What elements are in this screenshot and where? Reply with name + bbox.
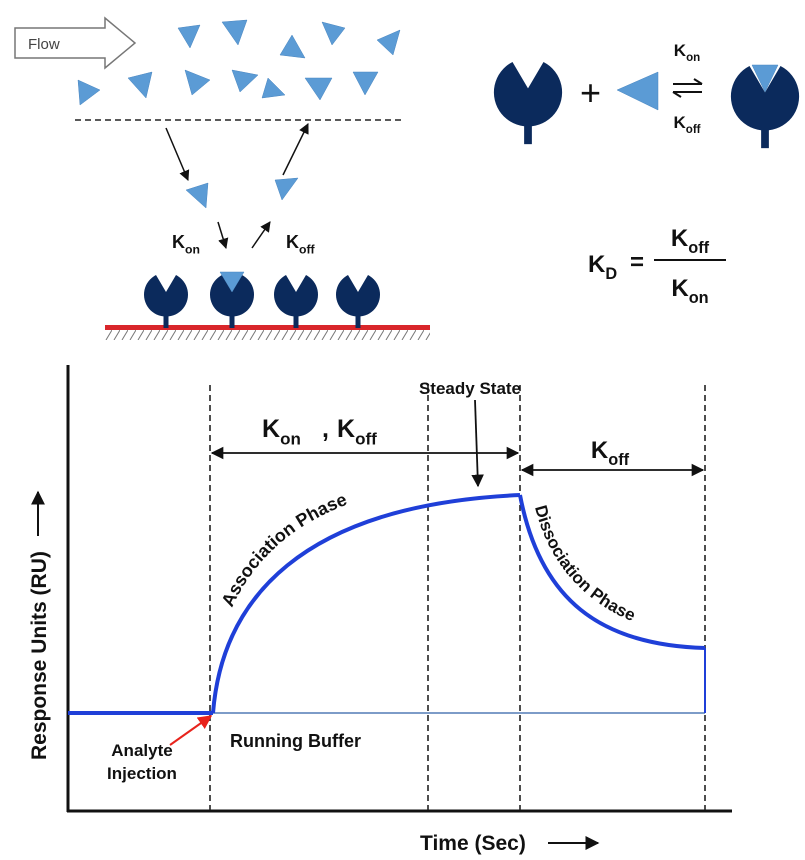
equals-sign: = [630,249,644,276]
sensor-surface [105,272,430,340]
rate-constant: Kon [172,232,200,256]
y-axis-label: Response Units (RU) [28,551,51,760]
rate-symbol: K [673,113,686,132]
diagram: Flow [0,0,805,860]
sensorgram: Steady State Association Phase Dissociat… [28,365,732,855]
rate-subscript: on [686,52,700,64]
rate-subscript: on [280,430,301,449]
rate-subscript: D [605,265,617,283]
arrow [166,128,188,180]
dissociation-phase-label: Dissociation Phase [531,503,638,625]
steady-state-label: Steady State [419,379,521,398]
equation: + [494,62,799,148]
x-axis-label: Time (Sec) [420,832,526,855]
rate-symbol: K [337,415,355,443]
rate-subscript: off [355,430,377,449]
analyte-label: Analyte [111,741,172,760]
rate-symbol: K [262,415,280,443]
analyte [617,72,658,110]
analyte-cloud [78,20,400,105]
rate-constant: Kon [674,41,700,64]
rate-constant: Kon [262,415,301,449]
rate-subscript: off [686,124,701,136]
association-phase-label: Association Phase [218,489,350,609]
running-buffer-label: Running Buffer [230,731,361,751]
injection-arrow [170,716,211,745]
rate-constant: Koff [286,232,316,256]
injection-label: Injection [107,764,177,783]
association-curve [213,495,520,713]
rate-constant: Koff [337,415,377,449]
rate-subscript: off [688,239,709,257]
steady-state-arrow [475,400,478,486]
rate-symbol: K [591,437,609,464]
binding-panel: Flow [15,18,430,340]
rate-symbol: K [674,41,687,60]
rate-symbol: K [286,232,299,252]
rate-symbol: K [172,232,185,252]
rate-constant: Kon [671,275,708,307]
arrow [283,124,308,175]
arrow [218,222,226,248]
rate-symbol: K [671,225,689,252]
plus-sign: + [580,72,601,113]
rate-constant: KD [588,251,617,283]
separator: , [322,415,329,443]
arrow [252,222,270,248]
flow-label: Flow [28,36,60,53]
equilibrium-arrows [673,79,702,97]
rate-constant: Koff [591,437,630,469]
rate-subscript: on [689,289,709,307]
rate-subscript: off [299,242,316,256]
rate-constant: Koff [671,225,710,257]
rate-constant: Koff [673,113,700,136]
analyte [275,178,298,200]
rate-subscript: off [608,451,629,469]
analyte [186,183,208,208]
dissociation-phase-text: Dissociation Phase [531,503,638,625]
rate-subscript: on [185,242,200,256]
rate-symbol: K [588,251,606,278]
association-phase-text: Association Phase [218,489,350,609]
rate-symbol: K [671,275,689,302]
